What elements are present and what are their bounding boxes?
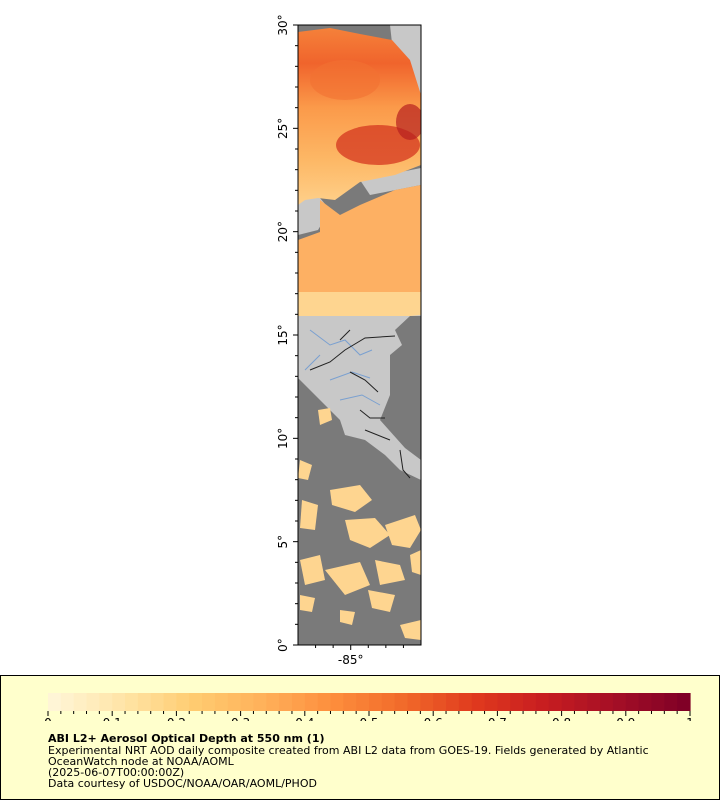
colorbar-label: 1	[686, 716, 694, 721]
colorbar-swatch	[291, 693, 306, 711]
colorbar-label: 0.1	[103, 716, 122, 721]
legend-line-2: OceanWatch node at NOAA/AOML	[48, 755, 234, 768]
lat-label: 10°	[276, 428, 290, 449]
colorbar-label: 0.2	[167, 716, 186, 721]
lat-axis: 30° 25° 20° 15° 10° 5° 0°	[276, 14, 298, 652]
colorbar-swatch	[497, 693, 511, 711]
lon-label: -85°	[338, 653, 364, 667]
lat-label: 15°	[276, 324, 290, 345]
colorbar-swatch	[163, 693, 177, 711]
colorbar-label: 0.5	[359, 716, 378, 721]
colorbar-swatch	[137, 693, 152, 711]
colorbar-swatch	[330, 693, 344, 711]
legend-title: ABI L2+ Aerosol Optical Depth at 550 nm …	[48, 732, 325, 745]
colorbar-swatch	[73, 693, 88, 711]
colorbar-label: 0.8	[552, 716, 571, 721]
colorbar-swatch	[381, 693, 396, 711]
rivers	[304, 329, 381, 406]
colorbar-swatch	[253, 693, 267, 711]
colorbar-label: 0.6	[424, 716, 443, 721]
lon-axis: -85°	[315, 645, 404, 667]
aod-patch	[310, 60, 380, 100]
colorbar-swatch	[317, 693, 332, 711]
colorbar-swatch	[304, 693, 319, 711]
colorbar-swatch	[240, 693, 255, 711]
colorbar-swatch	[48, 693, 62, 711]
lat-label: 5°	[276, 535, 290, 549]
colorbar-swatch	[612, 693, 627, 711]
colorbar-swatch	[99, 693, 113, 711]
map-svg: 30° 25° 20° 15° 10° 5° 0° -85°	[276, 14, 422, 667]
colorbar-swatch	[394, 693, 409, 711]
colorbar-swatch	[420, 693, 434, 711]
colorbar-swatch	[638, 693, 653, 711]
country-borders	[309, 329, 411, 479]
colorbar-swatch	[587, 693, 601, 711]
colorbar-swatch	[523, 693, 537, 711]
colorbar-swatch	[189, 693, 203, 711]
colorbar-svg: 0 0.1 0.2 0.3 0.4 0.5 0.6 0.7 0.8 0.9 1	[44, 693, 694, 721]
colorbar-swatch	[227, 693, 242, 711]
colorbar-swatch	[510, 693, 524, 711]
aod-south-edge	[298, 292, 421, 316]
colorbar-label: 0.3	[231, 716, 250, 721]
colorbar-swatch	[625, 693, 640, 711]
colorbar-swatch	[369, 693, 383, 711]
colorbar-swatch	[266, 693, 280, 711]
colorbar-swatch	[664, 693, 678, 711]
colorbar-swatch	[535, 693, 550, 711]
colorbar-swatch	[471, 693, 486, 711]
colorbar-swatch	[677, 693, 691, 711]
colorbar-label: 0.9	[616, 716, 635, 721]
colorbar-swatch	[279, 693, 293, 711]
colorbar-label: 0	[44, 716, 52, 721]
lat-label: 25°	[276, 118, 290, 139]
map-plot	[298, 25, 421, 645]
land-central-america	[298, 315, 421, 480]
aod-plume-mid	[298, 185, 421, 315]
legend-line-1: Experimental NRT AOD daily composite cre…	[48, 744, 649, 757]
land-cuba	[360, 168, 421, 195]
colorbar-swatch	[176, 693, 190, 711]
colorbar-swatch	[202, 693, 216, 711]
lat-label: 20°	[276, 221, 290, 242]
colorbar-swatch	[458, 693, 473, 711]
lat-label: 30°	[276, 14, 290, 35]
colorbar-swatch	[214, 693, 229, 711]
colorbar-swatch	[86, 693, 100, 711]
colorbar-swatch	[125, 693, 139, 711]
colorbar-swatch	[60, 693, 75, 711]
colorbar-swatch	[433, 693, 447, 711]
colorbar-label: 0.4	[295, 716, 314, 721]
colorbar-swatch	[561, 693, 576, 711]
colorbar-swatch	[343, 693, 357, 711]
lat-label: 0°	[276, 638, 290, 652]
aod-scatter-south	[298, 408, 421, 640]
colorbar-swatch	[446, 693, 460, 711]
colorbar-swatch	[407, 693, 421, 711]
legend-line-3: (2025-06-07T00:00:00Z)	[48, 766, 185, 779]
colorbar-swatch	[574, 693, 588, 711]
legend-panel: 0 0.1 0.2 0.3 0.4 0.5 0.6 0.7 0.8 0.9 1 ABI L2+ Ae…	[0, 675, 720, 800]
colorbar	[48, 693, 691, 711]
legend-line-4: Data courtesy of USDOC/NOAA/OAR/AOML/PHO…	[48, 777, 317, 790]
map-area: 30° 25° 20° 15° 10° 5° 0° -85°	[276, 14, 422, 667]
colorbar-swatch	[600, 693, 614, 711]
colorbar-swatch	[484, 693, 498, 711]
colorbar-label: 0.7	[488, 716, 507, 721]
colorbar-swatch	[112, 693, 126, 711]
colorbar-swatch	[548, 693, 563, 711]
colorbar-ticks: 0 0.1 0.2 0.3 0.4 0.5 0.6 0.7 0.8 0.9 1	[44, 711, 694, 721]
colorbar-swatch	[651, 693, 665, 711]
colorbar-swatch	[356, 693, 370, 711]
aod-core-east	[396, 104, 421, 140]
colorbar-swatch	[150, 693, 165, 711]
aod-core	[336, 125, 420, 165]
